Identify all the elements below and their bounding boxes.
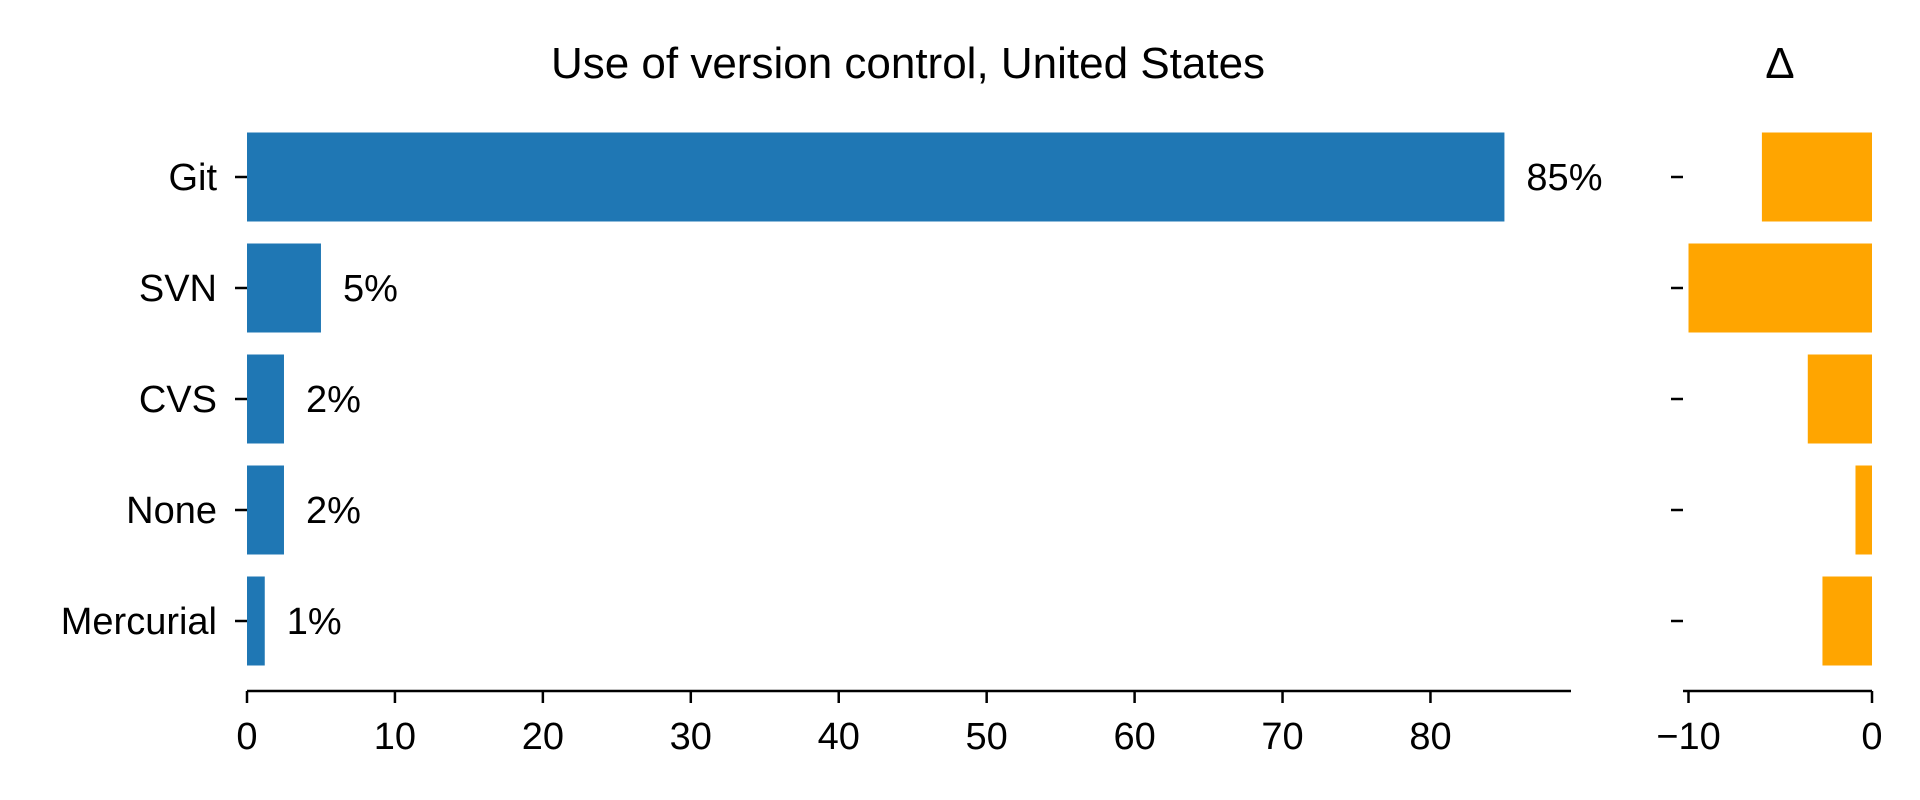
delta-x-tick-label-10: −10 [1656,716,1720,758]
category-label-cvs: CVS [139,379,217,421]
x-tick-label-50: 50 [966,716,1008,758]
category-label-none: None [126,490,217,532]
x-tick-label-40: 40 [818,716,860,758]
delta-bar-svn [1688,243,1872,333]
delta-bar-panel: −10 0 [1656,132,1883,758]
x-tick-label-70: 70 [1261,716,1303,758]
data-label-svn: 5% [343,268,398,310]
x-tick-label-80: 80 [1409,716,1451,758]
bar-none [247,465,284,555]
delta-bar-git [1761,132,1872,222]
delta-x-tick-label-0: 0 [1861,716,1882,758]
delta-bar-cvs [1807,354,1872,444]
x-tick-label-0: 0 [236,716,257,758]
data-label-git: 85% [1526,157,1602,199]
bar-svn [247,243,321,333]
data-label-none: 2% [306,490,361,532]
bar-git [247,132,1505,222]
main-chart-title: Use of version control, United States [551,39,1265,88]
main-bar-panel: 85% Git 5% SVN 2% CVS 2% None 1% Mercurial 0 10 20 30… [61,132,1602,758]
bar-cvs [247,354,284,444]
data-label-mercurial: 1% [287,601,342,643]
category-label-svn: SVN [139,268,217,310]
category-label-mercurial: Mercurial [61,601,217,643]
delta-bar-none [1855,465,1872,555]
x-tick-label-20: 20 [522,716,564,758]
delta-bar-mercurial [1822,576,1872,666]
data-label-cvs: 2% [306,379,361,421]
x-tick-label-30: 30 [670,716,712,758]
category-label-git: Git [168,157,217,199]
x-tick-label-60: 60 [1113,716,1155,758]
delta-chart-title: Δ [1765,39,1794,88]
bar-mercurial [247,576,265,666]
x-tick-label-10: 10 [374,716,416,758]
